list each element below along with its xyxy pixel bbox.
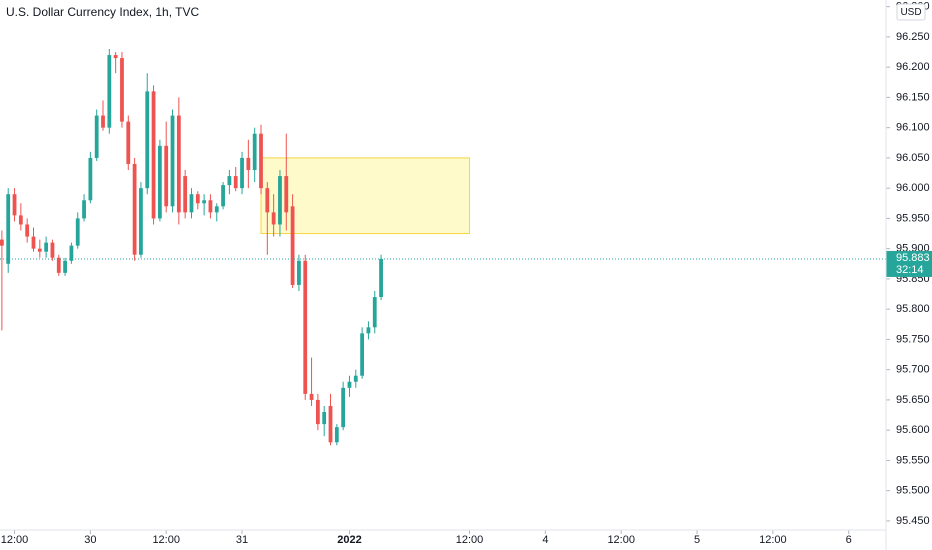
candles-layer (0, 49, 383, 446)
x-tick-label: 12:00 (152, 534, 180, 546)
candle-body (208, 200, 213, 213)
candle-body (6, 194, 11, 264)
y-tick-label: 96.050 (896, 152, 930, 164)
y-tick-label: 95.600 (896, 424, 930, 436)
candle-body (227, 176, 232, 186)
candle-body (379, 258, 383, 298)
x-tick-label: 12:00 (1, 534, 29, 546)
y-tick-label: 96.200 (896, 61, 930, 73)
candle-body (37, 248, 42, 252)
candle-body (202, 200, 207, 204)
candle-body (278, 176, 282, 225)
candle-body (25, 224, 30, 237)
candle-body (126, 121, 131, 164)
candle-body (120, 58, 124, 122)
x-tick-label: 12:00 (607, 534, 635, 546)
candle-body (12, 194, 17, 216)
candle-body (195, 194, 200, 204)
candle-body (240, 157, 244, 189)
candle-body (221, 185, 225, 207)
zone (260, 157, 471, 235)
candle-body (170, 115, 175, 207)
currency-box[interactable] (896, 3, 926, 21)
candle-body (18, 215, 23, 225)
candle-body (309, 393, 314, 400)
candle-body (157, 145, 162, 219)
x-tick-label: 12:00 (456, 534, 484, 546)
y-tick-label: 95.800 (896, 303, 930, 315)
y-tick-label: 95.550 (896, 454, 930, 466)
x-tick-label: 2022 (337, 534, 361, 546)
candle-body (347, 381, 352, 388)
y-tick-label: 96.150 (896, 91, 930, 103)
y-tick-label: 95.700 (896, 364, 930, 376)
candle-body (75, 218, 80, 246)
candle-body (360, 333, 365, 376)
candle-body (56, 257, 61, 273)
candle-body (50, 242, 55, 258)
candle-body (341, 387, 346, 428)
candle-body (233, 176, 238, 189)
candle-body (303, 260, 308, 394)
candle-body (164, 145, 169, 207)
candle-body (44, 242, 49, 252)
x-tick-label: 31 (236, 534, 248, 546)
candle-body (334, 427, 339, 443)
candle-body (139, 188, 143, 255)
y-tick-label: 96.100 (896, 122, 930, 134)
chart-title: U.S. Dollar Currency Index, 1h, TVC (6, 5, 200, 19)
candle-body (107, 55, 112, 128)
x-tick-label: 5 (694, 534, 700, 546)
candle-body (366, 327, 371, 334)
candle-body (246, 157, 251, 171)
candle-body (322, 412, 327, 425)
candle-body (214, 206, 219, 213)
currency-label[interactable]: USD (900, 7, 921, 18)
candle-body (88, 157, 93, 201)
candle-body (113, 55, 118, 59)
x-tick-label: 6 (846, 534, 852, 546)
candle-body (145, 91, 150, 189)
y-tick-label: 95.750 (896, 333, 930, 345)
candle-body (315, 399, 320, 425)
candle-body (101, 115, 105, 128)
countdown: 32:14 (896, 264, 924, 276)
x-tick-label: 30 (84, 534, 96, 546)
candle-body (189, 194, 194, 213)
y-tick-label: 95.950 (896, 212, 930, 224)
y-tick-label: 95.450 (896, 515, 930, 527)
candle-body (31, 236, 36, 249)
candle-body (271, 212, 276, 225)
candle-body (259, 133, 263, 189)
y-tick-label: 96.250 (896, 31, 930, 43)
x-tick-label: 4 (542, 534, 548, 546)
candle-body (82, 200, 86, 219)
last-price-box (886, 250, 932, 277)
y-tick-label: 95.650 (896, 394, 930, 406)
candle-body (328, 405, 333, 443)
zone-layer (260, 157, 471, 235)
candle-body (284, 176, 289, 213)
candle-body (183, 176, 188, 213)
candle-body (265, 188, 270, 213)
last-price-label: 95.883 (896, 252, 930, 264)
candle-body (297, 260, 301, 285)
candle-body (176, 115, 181, 213)
candle-body (151, 91, 156, 219)
candle-body (353, 375, 358, 382)
candle-body (372, 297, 377, 328)
candle-body (132, 163, 137, 255)
candle-body (252, 133, 257, 171)
x-tick-label: 12:00 (759, 534, 787, 546)
candle-body (69, 245, 74, 261)
candle-body (0, 239, 4, 246)
candle-body (290, 206, 295, 285)
y-tick-label: 95.500 (896, 485, 930, 497)
candle-body (94, 115, 99, 158)
candle-body (63, 260, 67, 273)
y-tick-label: 96.000 (896, 182, 930, 194)
